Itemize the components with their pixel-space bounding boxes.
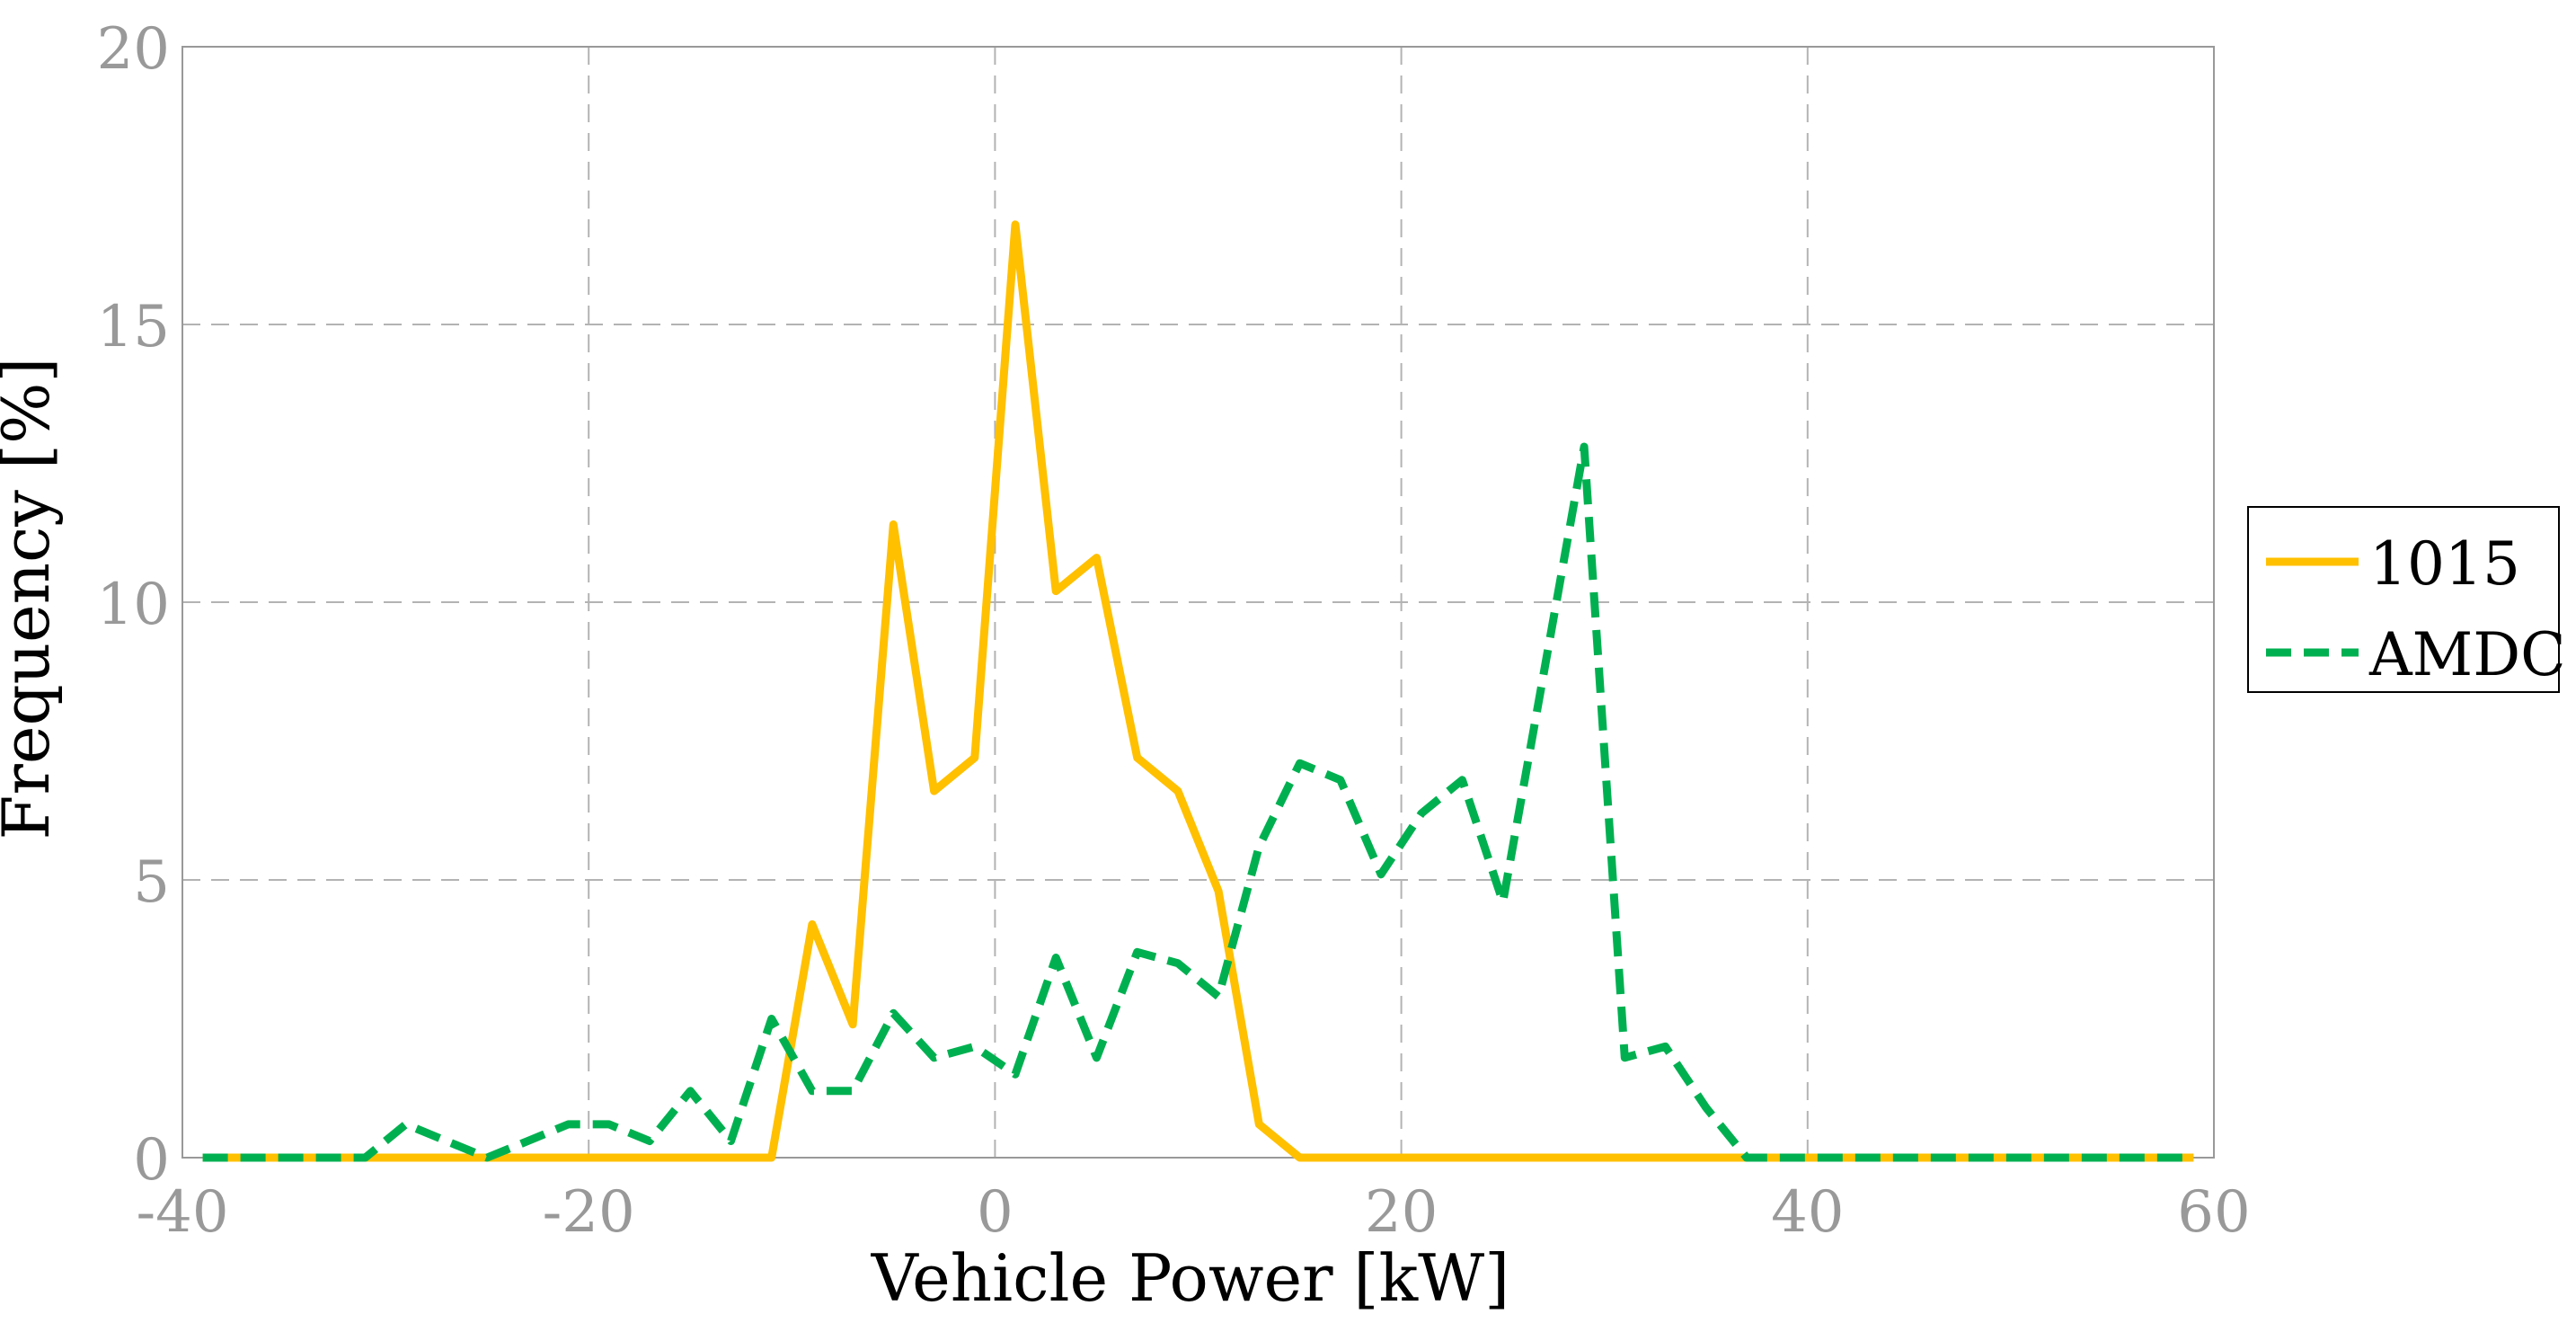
legend-label-amdc: AMDC: [2368, 620, 2566, 689]
y-tick-label: 15: [97, 294, 170, 360]
series-line-amdc: [202, 442, 2194, 1162]
x-axis-label: Vehicle Power [kW]: [871, 1240, 1509, 1316]
y-tick-label: 20: [97, 16, 170, 83]
series-lines: [202, 220, 2194, 1162]
y-axis-label: Frequency [%]: [0, 358, 64, 840]
y-tick-label: 10: [97, 572, 170, 638]
x-tick-label: 40: [1771, 1179, 1844, 1246]
x-tick-label: -40: [136, 1179, 228, 1246]
y-tick-label: 0: [133, 1127, 170, 1194]
series-line-1015: [202, 220, 2194, 1162]
x-tick-label: 20: [1365, 1179, 1438, 1246]
x-tick-label: 0: [977, 1179, 1014, 1246]
plot-area-frame: [181, 46, 2215, 1159]
y-tick-labels: 0 5 10 15 20: [97, 16, 170, 1194]
x-tick-label: 60: [2177, 1179, 2250, 1246]
legend-box: [2247, 506, 2560, 693]
legend-label-1015: 1015: [2369, 529, 2520, 599]
grid-lines: [182, 47, 2214, 1158]
x-tick-labels: -40 -20 0 20 40 60: [136, 1179, 2250, 1246]
legend: 1015 AMDC: [2247, 506, 2566, 693]
x-tick-label: -20: [543, 1179, 635, 1246]
y-tick-label: 5: [133, 849, 170, 916]
